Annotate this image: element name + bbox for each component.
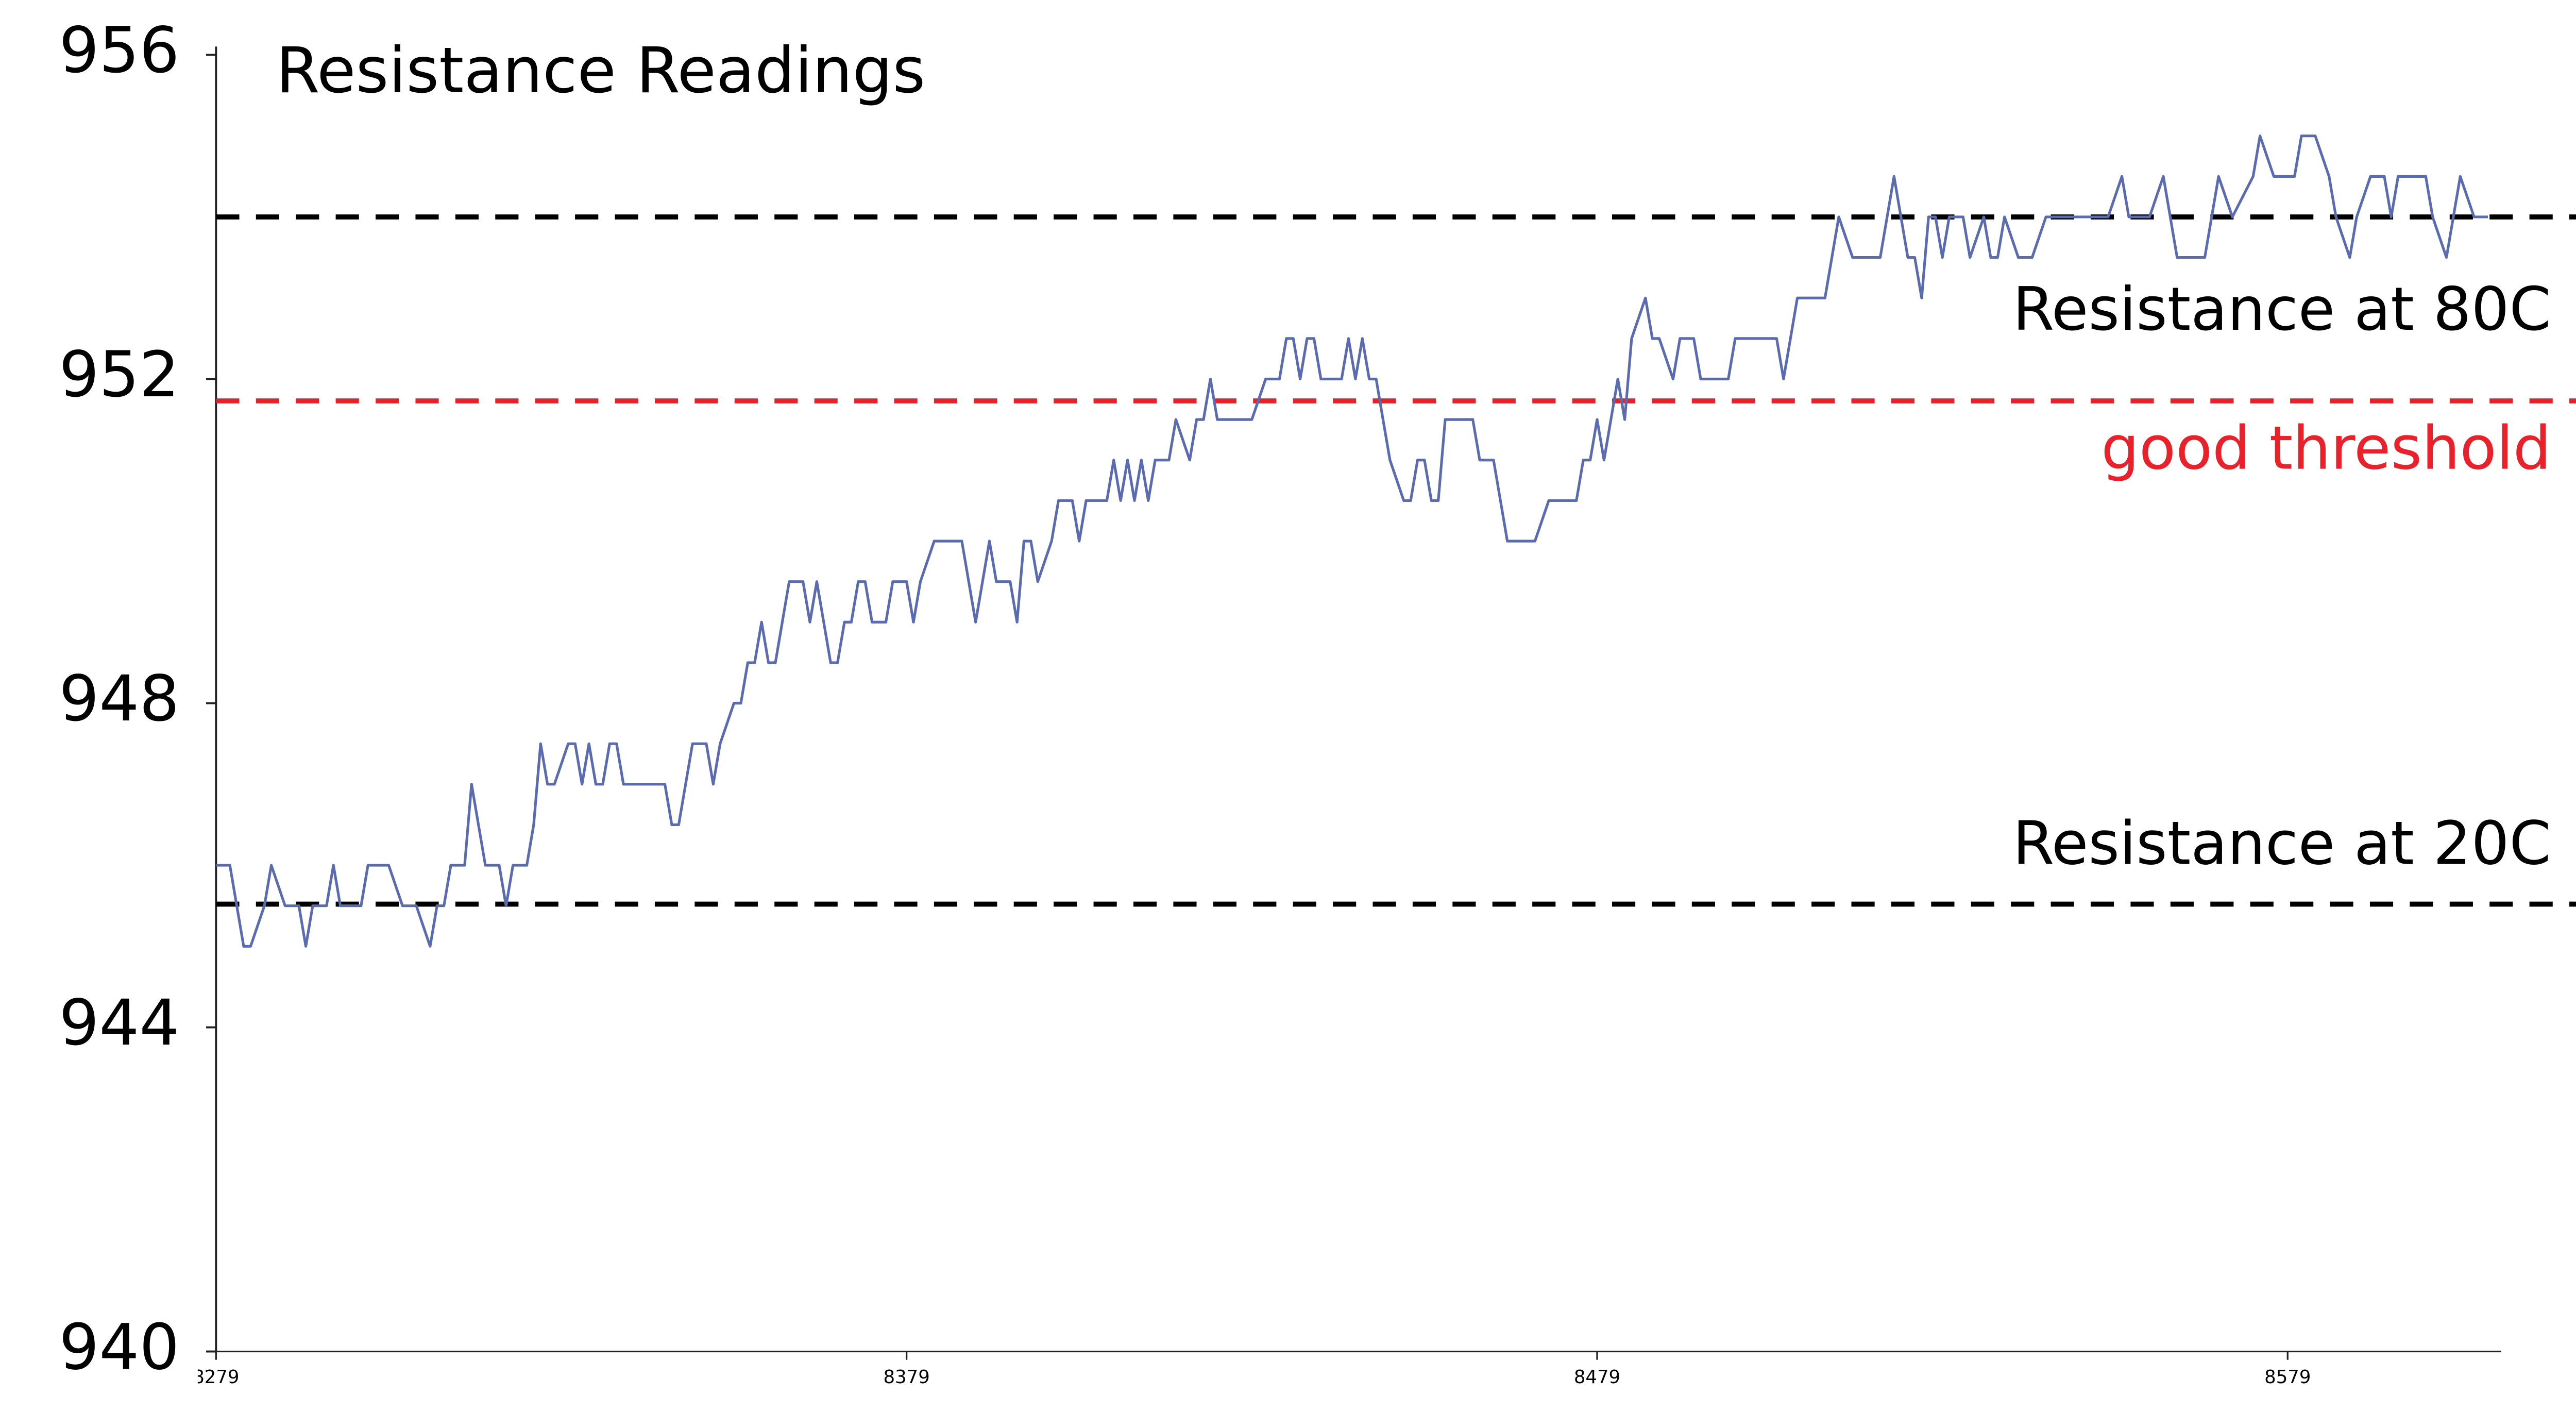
- y-tick-label: 940: [59, 1310, 179, 1384]
- y-tick-label: 944: [59, 986, 179, 1060]
- reference-label: Resistance at 20C: [2013, 809, 2551, 879]
- chart-title: Resistance Readings: [276, 33, 925, 107]
- x-tick-label: 8579: [2264, 1367, 2311, 1388]
- reference-label: Resistance at 80C: [2013, 275, 2551, 344]
- y-tick-label: 956: [59, 13, 179, 87]
- y-tick-label: 948: [59, 662, 179, 735]
- x-tick-label: 8479: [1574, 1367, 1620, 1388]
- x-tick-labels: 8279 8379 8479 8579: [193, 1367, 2311, 1388]
- data-line: [216, 135, 2488, 948]
- x-tick-label: 8379: [884, 1367, 930, 1388]
- y-tick-label: 952: [59, 338, 179, 411]
- x-tick-label: 8279: [193, 1367, 239, 1388]
- reference-label: good threshold: [2101, 414, 2551, 483]
